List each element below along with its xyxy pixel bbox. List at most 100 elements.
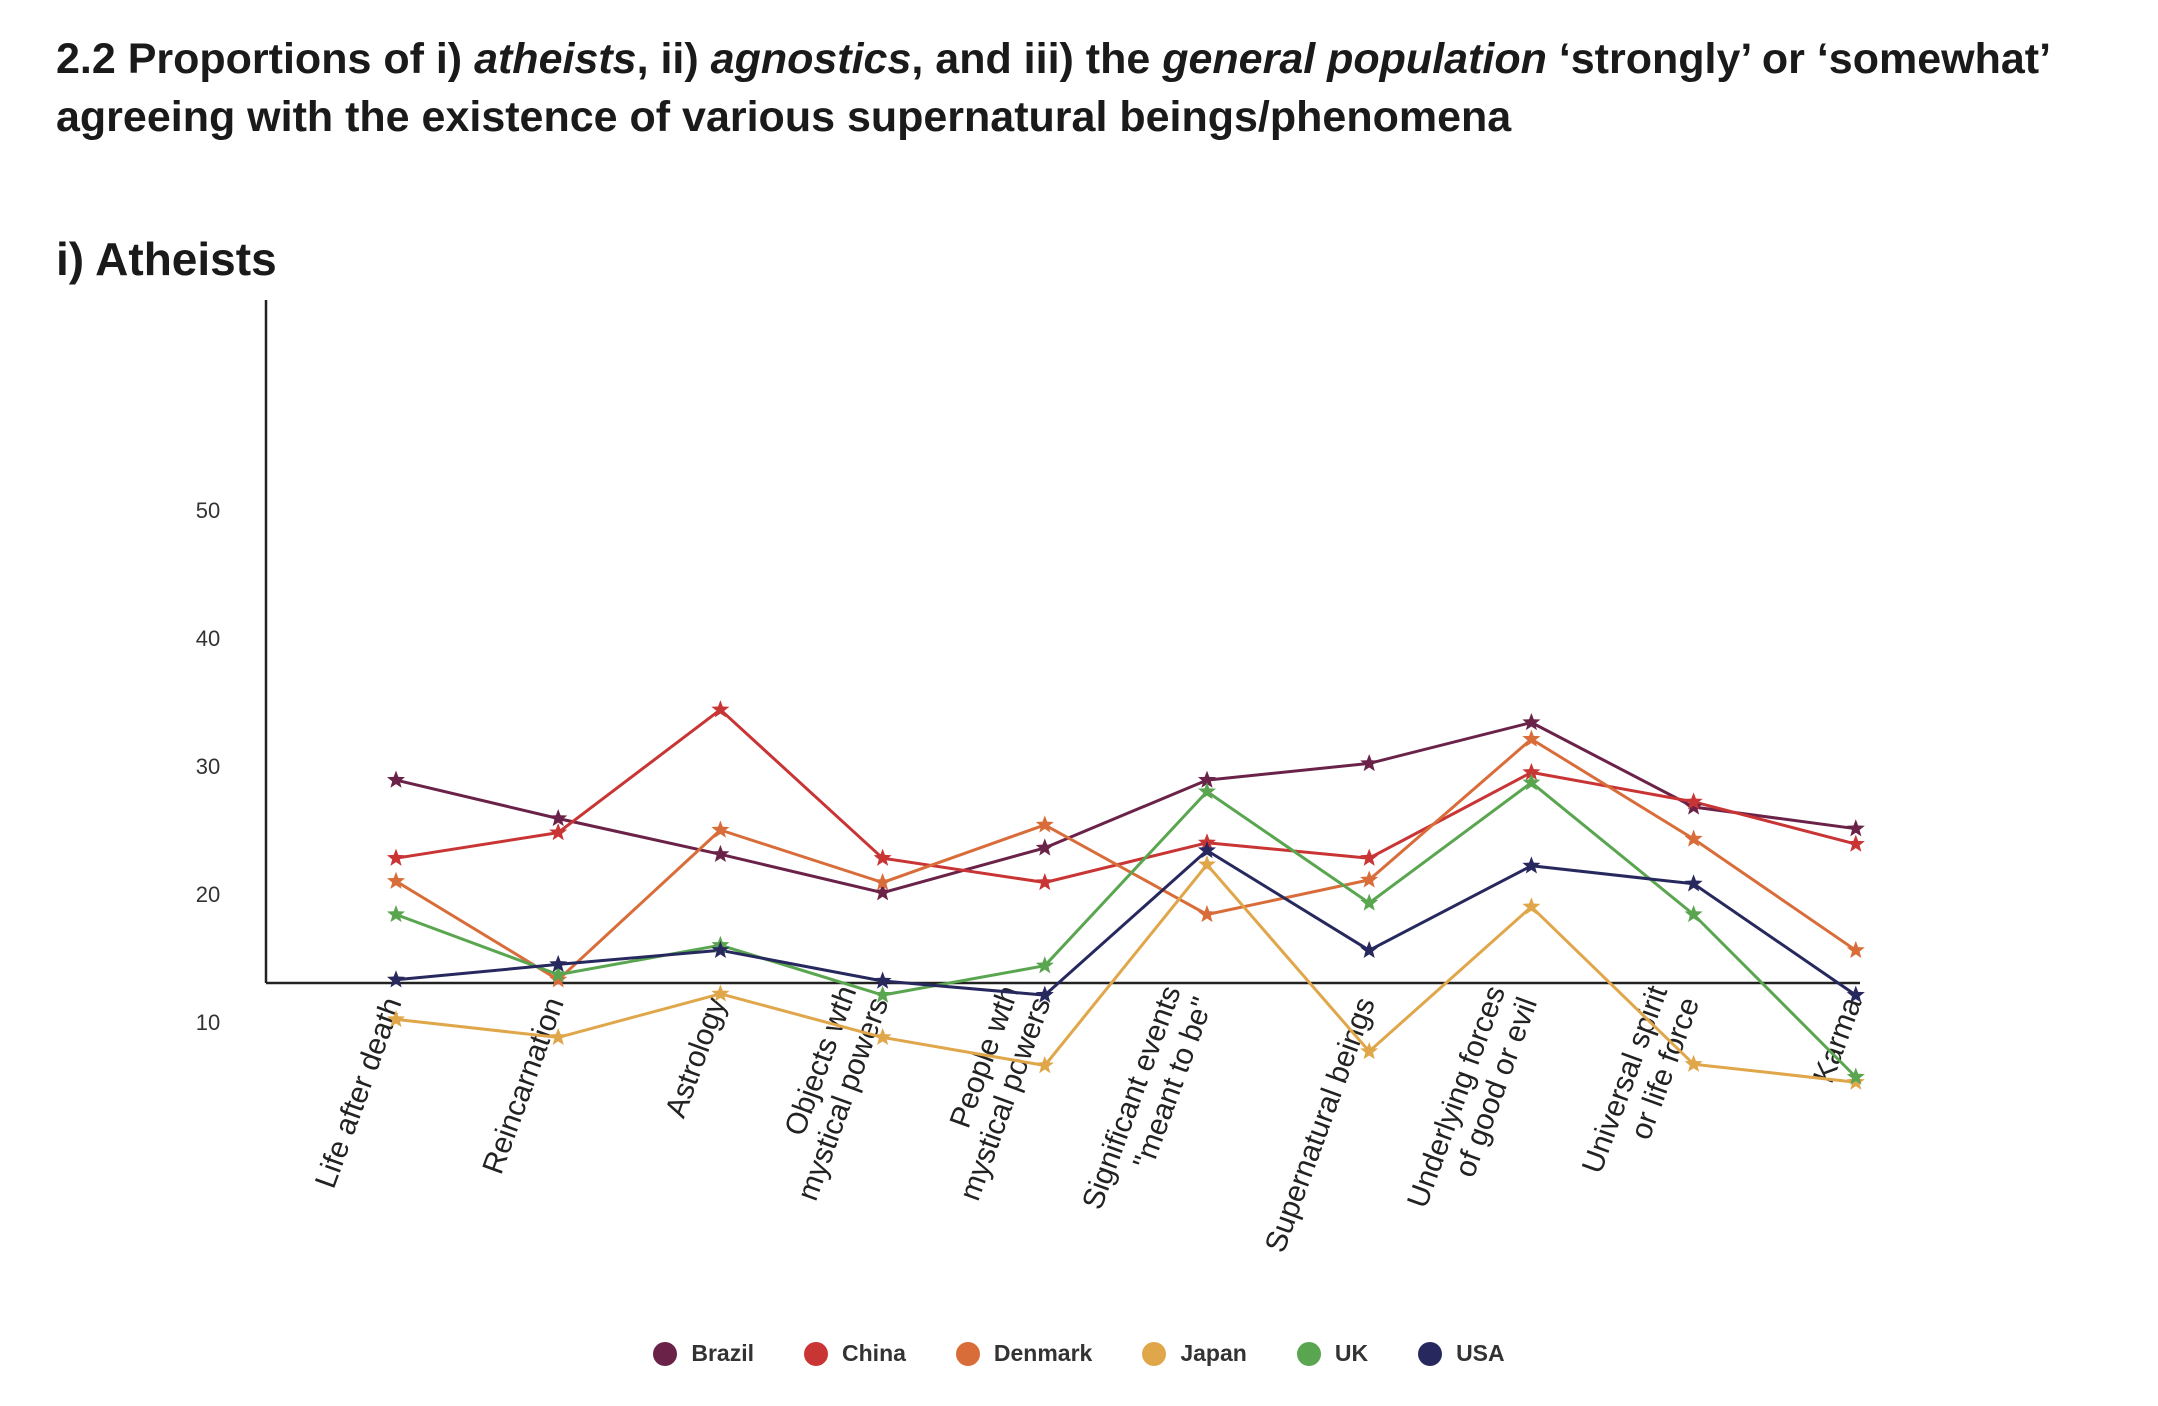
data-point-denmark xyxy=(1684,829,1703,847)
data-point-denmark xyxy=(1360,870,1379,888)
series-line-brazil xyxy=(395,721,1856,895)
legend-label: Brazil xyxy=(691,1340,755,1366)
data-point-denmark xyxy=(1035,815,1054,833)
series-lines xyxy=(395,708,1857,1084)
chart-title: 2.2 Proportions of i) atheists, ii) agno… xyxy=(56,30,2116,146)
y-tick-label: 20 xyxy=(196,882,220,907)
data-point-usa xyxy=(1522,856,1541,874)
data-point-uk xyxy=(1846,1067,1865,1085)
data-point-denmark xyxy=(549,970,568,988)
data-point-brazil xyxy=(1522,712,1541,731)
x-category-line: Reincarnation xyxy=(476,993,570,1178)
x-category-text: Astrology xyxy=(659,993,733,1122)
legend-label: China xyxy=(842,1340,906,1366)
data-point-brazil xyxy=(386,770,406,788)
data-point-denmark xyxy=(386,871,406,889)
legend-swatch xyxy=(653,1341,678,1366)
data-point-japan xyxy=(711,984,730,1002)
data-point-china xyxy=(1360,848,1379,866)
data-point-brazil xyxy=(711,844,730,863)
data-point-brazil xyxy=(549,808,568,827)
data-point-brazil xyxy=(1846,819,1865,837)
series-markers xyxy=(386,700,1865,1090)
data-point-denmark xyxy=(1197,904,1217,923)
data-point-usa xyxy=(386,970,406,988)
series-line-usa xyxy=(395,849,1857,997)
data-point-uk xyxy=(386,904,406,923)
legend-item-uk: UK xyxy=(1296,1340,1369,1367)
title-text-4: ‘strongly’ or ‘somewhat’ agreeing with t… xyxy=(56,35,2049,141)
legend-label: USA xyxy=(1456,1340,1505,1366)
legend-swatch xyxy=(1142,1341,1167,1366)
data-point-denmark xyxy=(1846,940,1865,959)
data-point-china xyxy=(386,848,406,866)
title-em-general-population: general population xyxy=(1162,35,1547,83)
legend-item-usa: USA xyxy=(1418,1340,1505,1367)
y-axis-ticks: 10 20 30 40 50 xyxy=(196,498,220,1035)
title-text-1: 2.2 Proportions of i) xyxy=(56,35,475,83)
chart-axes xyxy=(264,300,1860,985)
legend-label: UK xyxy=(1334,1340,1369,1366)
data-point-china xyxy=(1846,834,1865,852)
data-point-japan xyxy=(1360,1041,1379,1060)
data-point-china xyxy=(549,823,568,841)
data-point-uk xyxy=(1684,904,1703,923)
data-point-china xyxy=(1684,792,1703,810)
data-point-denmark xyxy=(1522,729,1541,747)
data-point-brazil xyxy=(1035,838,1054,856)
data-point-usa xyxy=(549,954,568,973)
x-category-label: Underlying forcesof good or evil xyxy=(1401,981,1544,1223)
data-point-brazil xyxy=(873,883,892,901)
legend-swatch xyxy=(804,1341,829,1366)
data-point-uk xyxy=(1360,893,1379,911)
x-category-text: Supernatural beings xyxy=(1259,993,1382,1257)
x-category-text: Objects wthmystical powers xyxy=(759,981,895,1204)
x-category-text: Reincarnation xyxy=(476,993,570,1178)
series-line-uk xyxy=(395,781,1857,1079)
x-category-line: Supernatural beings xyxy=(1259,993,1382,1257)
y-tick-label: 50 xyxy=(196,498,220,523)
y-tick-label: 40 xyxy=(196,626,220,651)
data-point-china xyxy=(711,700,730,718)
x-category-text: Significant events"meant to be" xyxy=(1076,981,1219,1225)
x-category-text: People wthmystical powers xyxy=(921,981,1057,1204)
data-point-uk xyxy=(1035,956,1054,974)
data-point-japan xyxy=(386,1009,406,1028)
x-category-text: Karma xyxy=(1807,993,1868,1088)
title-text-3: , and iii) the xyxy=(911,35,1163,83)
data-point-japan xyxy=(1035,1056,1054,1074)
legend-item-denmark: Denmark xyxy=(955,1340,1093,1367)
data-point-usa xyxy=(1360,940,1379,959)
title-text-2: , ii) xyxy=(636,35,711,83)
x-category-label: Reincarnation xyxy=(476,993,570,1178)
data-point-japan xyxy=(549,1027,568,1046)
data-point-japan xyxy=(1684,1054,1703,1072)
legend-item-brazil: Brazil xyxy=(653,1340,754,1367)
x-category-label: Objects wthmystical powers xyxy=(759,981,896,1204)
legend-item-japan: Japan xyxy=(1142,1340,1247,1367)
data-point-japan xyxy=(873,1027,892,1046)
title-em-atheists: atheists xyxy=(474,35,637,83)
data-point-uk xyxy=(1197,782,1217,800)
data-point-china xyxy=(873,848,892,866)
data-point-uk xyxy=(549,965,568,983)
data-point-usa xyxy=(873,971,892,989)
chart-legend: Brazil China Denmark Japan UK USA xyxy=(0,1340,2158,1367)
x-category-line: Astrology xyxy=(659,993,733,1122)
data-point-japan xyxy=(1197,855,1217,873)
x-category-label: Supernatural beings xyxy=(1259,993,1382,1257)
legend-swatch xyxy=(1418,1341,1443,1366)
data-point-uk xyxy=(873,985,892,1003)
title-em-agnostics: agnostics xyxy=(710,35,912,83)
data-point-china xyxy=(1522,762,1541,781)
legend-item-china: China xyxy=(804,1340,906,1367)
data-point-brazil xyxy=(1684,797,1703,815)
data-point-denmark xyxy=(873,872,892,891)
x-category-line: Karma xyxy=(1807,993,1868,1088)
x-category-text: Underlying forcesof good or evil xyxy=(1401,981,1544,1223)
series-line-denmark xyxy=(395,737,1857,982)
legend-label: Denmark xyxy=(993,1340,1093,1366)
data-point-usa xyxy=(1197,840,1217,859)
data-point-china xyxy=(1035,872,1054,891)
